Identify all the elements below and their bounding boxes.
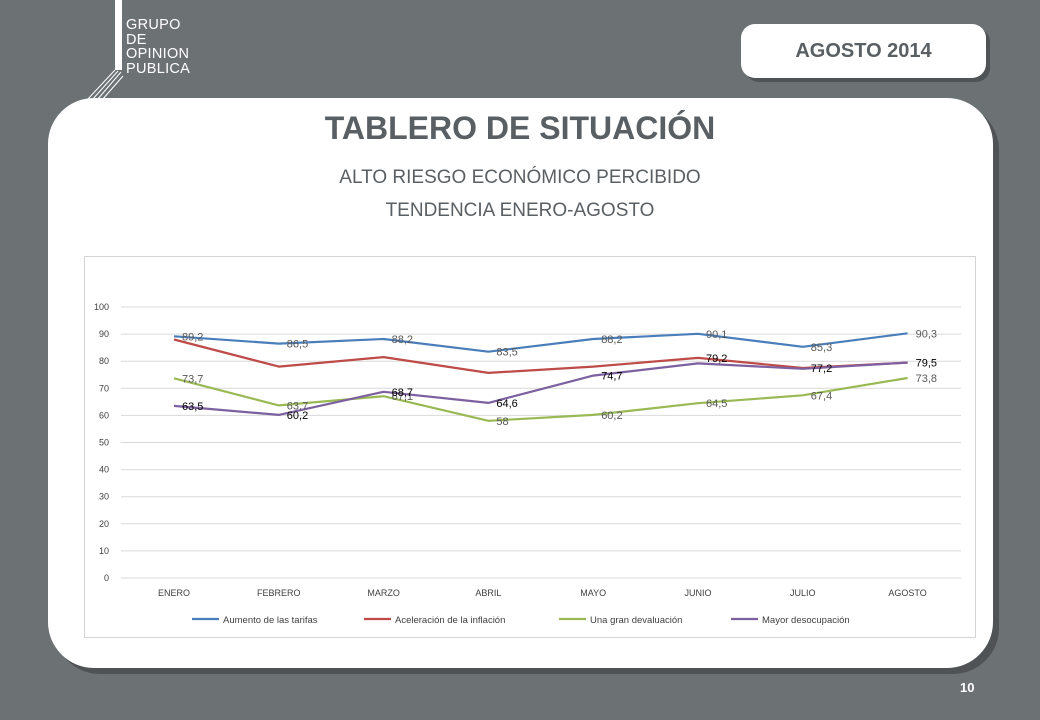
logo-lines-icon <box>86 69 124 101</box>
data-label: 83,5 <box>496 347 517 359</box>
y-tick-label: 100 <box>94 302 109 312</box>
data-label: 88,2 <box>601 334 622 346</box>
x-tick-label: FEBRERO <box>257 588 301 598</box>
y-tick-label: 20 <box>99 519 109 529</box>
data-label: 68,7 <box>392 387 413 399</box>
legend-label-4: Mayor desocupación <box>762 615 850 626</box>
data-label: 64,5 <box>706 398 727 410</box>
x-tick-label: JUNIO <box>685 588 712 598</box>
data-label: 67,1 <box>392 391 413 403</box>
y-tick-label: 50 <box>99 438 109 448</box>
data-label: 64,6 <box>496 398 517 410</box>
logo-bar <box>115 0 122 70</box>
series-line-2 <box>173 338 908 374</box>
legend-label-1: Aumento de las tarifas <box>223 615 318 626</box>
data-label: 60,2 <box>601 410 622 422</box>
series-line-4 <box>173 361 908 416</box>
data-label: 73,8 <box>916 373 937 385</box>
chart-frame: 0 10 20 30 40 50 60 70 80 90 100 ENERO FEBRERO MARZO A… <box>84 256 976 638</box>
data-label: 79,5 <box>916 358 937 370</box>
line-chart: 0 10 20 30 40 50 60 70 80 90 100 ENERO FEBRERO MARZO A… <box>94 302 961 626</box>
date-badge: AGOSTO 2014 <box>741 24 986 78</box>
data-label: 88,2 <box>392 334 413 346</box>
y-tick-label: 10 <box>99 546 109 556</box>
series-line-3 <box>173 376 908 422</box>
page-title: TABLERO DE SITUACIÓN <box>324 110 716 146</box>
x-tick-label: ENERO <box>158 588 190 598</box>
data-label: 73,7 <box>182 373 203 385</box>
page-subtitle-2: TENDENCIA ENERO-AGOSTO <box>385 200 655 221</box>
y-tick-label: 30 <box>99 492 109 502</box>
logo-line-4: PUBLICA <box>126 60 191 77</box>
x-tick-label: AGOSTO <box>888 588 926 598</box>
data-label: 63,5 <box>182 401 203 413</box>
legend-label-2: Aceleración de la inflación <box>395 615 505 626</box>
y-tick-label: 80 <box>99 356 109 366</box>
logo-line-3: OPINION <box>126 46 190 62</box>
y-tick-label: 0 <box>104 573 109 583</box>
data-label: 74,7 <box>601 371 622 383</box>
data-label: 77,2 <box>811 363 832 375</box>
logo-line-2: DE <box>126 31 147 48</box>
data-label: 58 <box>496 416 508 428</box>
x-tick-label: JULIO <box>790 588 816 598</box>
y-tick-label: 90 <box>99 329 109 339</box>
data-label: 63,7 <box>287 400 308 412</box>
y-tick-label: 40 <box>99 465 109 475</box>
data-label: 90,1 <box>706 329 727 341</box>
page-subtitle-1: ALTO RIESGO ECONÓMICO PERCIBIDO <box>339 167 701 188</box>
logo-text: GRUPO DE OPINION PUBLICA <box>126 18 190 76</box>
legend-label-3: Una gran devaluación <box>590 615 682 626</box>
x-tick-label: ABRIL <box>475 588 501 598</box>
x-tick-label: MAYO <box>580 588 606 598</box>
y-tick-label: 60 <box>99 410 109 420</box>
data-label: 85,3 <box>811 342 832 354</box>
data-label: 89,2 <box>182 331 203 343</box>
data-label: 67,4 <box>811 390 832 402</box>
y-tick-label: 70 <box>99 383 109 393</box>
data-label: 79,2 <box>706 353 727 365</box>
x-tick-label: MARZO <box>367 588 400 598</box>
page-number: 10 <box>960 680 975 695</box>
data-label: 86,5 <box>287 339 308 351</box>
series-line-1 <box>173 332 908 353</box>
data-label: 90,3 <box>916 328 937 340</box>
logo-line-1: GRUPO <box>126 17 181 33</box>
data-label: 60,2 <box>287 410 308 422</box>
